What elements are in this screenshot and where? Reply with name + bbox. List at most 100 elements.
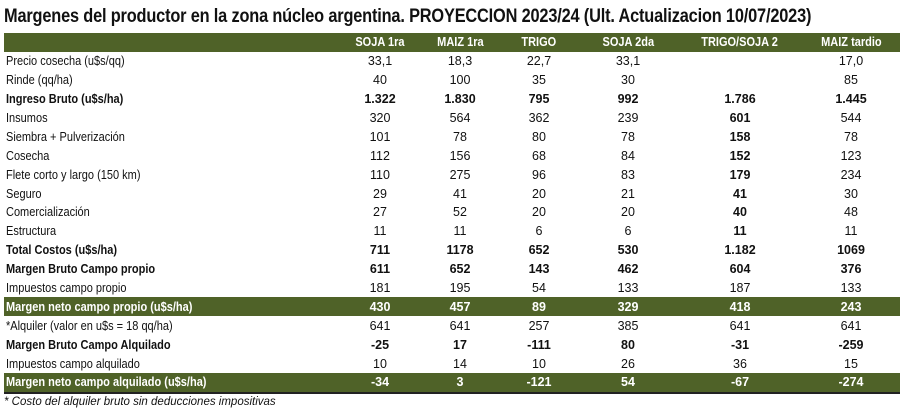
table-cell: 68 <box>532 148 546 163</box>
row-label-text: *Alquiler (valor en u$s = 18 qq/ha) <box>6 318 173 333</box>
table-cell: 110 <box>370 167 390 182</box>
table-cell: 1.830 <box>444 92 476 107</box>
column-header: MAIZ 1ra <box>420 33 500 52</box>
table-cell: 30 <box>621 73 635 88</box>
table-cell: 11 <box>844 224 858 239</box>
table-cell: 239 <box>617 111 639 125</box>
table-cell: 362 <box>528 111 550 125</box>
table-cell: 544 <box>840 111 862 125</box>
table-cell: 52 <box>453 205 467 220</box>
table-row: Ingreso Bruto (u$s/ha) 1.322 1.830 795 992 1.… <box>4 90 900 109</box>
table-cell: 80 <box>621 337 635 352</box>
table-cell: -31 <box>730 337 750 352</box>
table-row: Margen Bruto Campo propio 611 652 143 462 604… <box>4 260 900 279</box>
table-cell: -121 <box>500 373 578 394</box>
table-cell: 36 <box>733 356 747 371</box>
table-row: Cosecha 112 156 68 84 152 123 <box>4 146 900 165</box>
row-label: Cosecha <box>4 146 340 165</box>
table-cell: 80 <box>532 129 546 144</box>
table-cell: 78 <box>844 129 858 144</box>
row-label-text: Rinde (qq/ha) <box>6 73 73 88</box>
row-label: Impuestos campo propio <box>4 279 340 298</box>
table-cell: 3 <box>420 373 500 394</box>
row-label-text: Impuestos campo propio <box>6 281 127 296</box>
footnote: * Costo del alquiler bruto sin deduccion… <box>4 396 276 408</box>
column-header-text: MAIZ 1ra <box>436 35 484 50</box>
row-label: Margen Bruto Campo Alquilado <box>4 335 340 354</box>
table-cell: 29 <box>373 186 387 201</box>
row-label-text: Estructura <box>6 224 57 239</box>
table-row: Seguro 29 41 20 21 41 30 <box>4 184 900 203</box>
table-cell: 85 <box>844 73 858 88</box>
table-row: Flete corto y largo (150 km) 110 275 96 83 17… <box>4 165 900 184</box>
table-cell: 17 <box>453 337 467 352</box>
table-cell: 711 <box>369 243 391 258</box>
row-label: Comercialización <box>4 203 340 222</box>
row-label: Seguro <box>4 184 340 203</box>
column-header: SOJA 2da <box>578 33 678 52</box>
table-cell: 564 <box>449 111 471 125</box>
table-cell: 15 <box>844 356 858 371</box>
table-cell: 22,7 <box>526 54 552 69</box>
row-label-text: Margen neto campo propio (u$s/ha) <box>6 299 193 314</box>
table-cell: 641 <box>369 318 391 333</box>
row-label-text: Precio cosecha (u$s/qq) <box>6 54 125 69</box>
table-cell: 187 <box>729 281 751 296</box>
table-row: Margen Bruto Campo Alquilado -25 17 -111 80 -… <box>4 335 900 354</box>
table-cell: 992 <box>617 92 639 107</box>
column-header: TRIGO <box>500 33 578 52</box>
table-row: Impuestos campo alquilado 10 14 10 26 36 15 <box>4 354 900 373</box>
table-row: *Alquiler (valor en u$s = 18 qq/ha) 641 64… <box>4 316 900 335</box>
table-cell: 641 <box>729 318 751 333</box>
table-cell: 54 <box>578 373 678 394</box>
table-row: Comercialización 27 52 20 20 40 48 <box>4 203 900 222</box>
row-label: Estructura <box>4 222 340 241</box>
table-cell: 152 <box>729 148 751 163</box>
table-header-row: SOJA 1ra MAIZ 1ra TRIGO SOJA 2da TRIGO/SOJA … <box>4 33 900 52</box>
table-cell: 243 <box>802 297 900 317</box>
table-cell: 257 <box>528 318 550 333</box>
row-label-text: Impuestos campo alquilado <box>6 356 140 371</box>
table-row: Insumos 320 564 362 239 601 544 <box>4 109 900 128</box>
row-label: Margen neto campo alquilado (u$s/ha) <box>4 373 340 394</box>
table-cell: 179 <box>729 167 751 182</box>
table-cell: 1.322 <box>364 92 396 107</box>
table-cell: 156 <box>449 148 471 163</box>
table-cell: 89 <box>500 297 578 317</box>
table-cell: 96 <box>532 167 546 182</box>
table-cell: 611 <box>369 262 391 277</box>
table-cell: 6 <box>624 224 632 239</box>
column-header-text: SOJA 1ra <box>355 35 405 50</box>
row-label-text: Flete corto y largo (150 km) <box>6 167 141 182</box>
table-cell: 275 <box>449 167 471 182</box>
row-label: *Alquiler (valor en u$s = 18 qq/ha) <box>4 316 340 335</box>
table-cell: 40 <box>373 73 387 88</box>
row-label: Margen neto campo propio (u$s/ha) <box>4 297 340 317</box>
table-cell: 78 <box>621 129 635 144</box>
table-cell: 11 <box>373 224 387 239</box>
table-cell: 26 <box>621 356 635 371</box>
table-cell: 41 <box>453 186 467 201</box>
row-label: Ingreso Bruto (u$s/ha) <box>4 90 340 109</box>
table-cell: 795 <box>528 92 550 107</box>
column-header: MAIZ tardio <box>802 33 900 52</box>
table-cell: 48 <box>844 205 858 220</box>
table-cell: 30 <box>844 186 858 201</box>
table-cell: 35 <box>532 73 546 88</box>
column-header-text: TRIGO <box>521 35 557 50</box>
column-header: SOJA 1ra <box>340 33 420 52</box>
table-cell: 41 <box>733 186 747 201</box>
table-cell: 143 <box>528 262 550 277</box>
table-cell: 84 <box>621 148 635 163</box>
table-cell: 641 <box>449 318 471 333</box>
page-title: Margenes del productor en la zona núcleo… <box>4 6 812 27</box>
row-label: Precio cosecha (u$s/qq) <box>4 52 340 71</box>
table-cell: 652 <box>449 262 471 277</box>
table-row: Estructura 11 11 6 6 11 11 <box>4 222 900 241</box>
table-cell: 20 <box>532 205 546 220</box>
table-cell: 101 <box>369 129 391 144</box>
table-cell: 112 <box>370 148 390 163</box>
table-cell: 181 <box>369 281 391 296</box>
table-row: Margen neto campo alquilado (u$s/ha) -34 3… <box>4 373 900 394</box>
table-cell <box>678 52 802 71</box>
